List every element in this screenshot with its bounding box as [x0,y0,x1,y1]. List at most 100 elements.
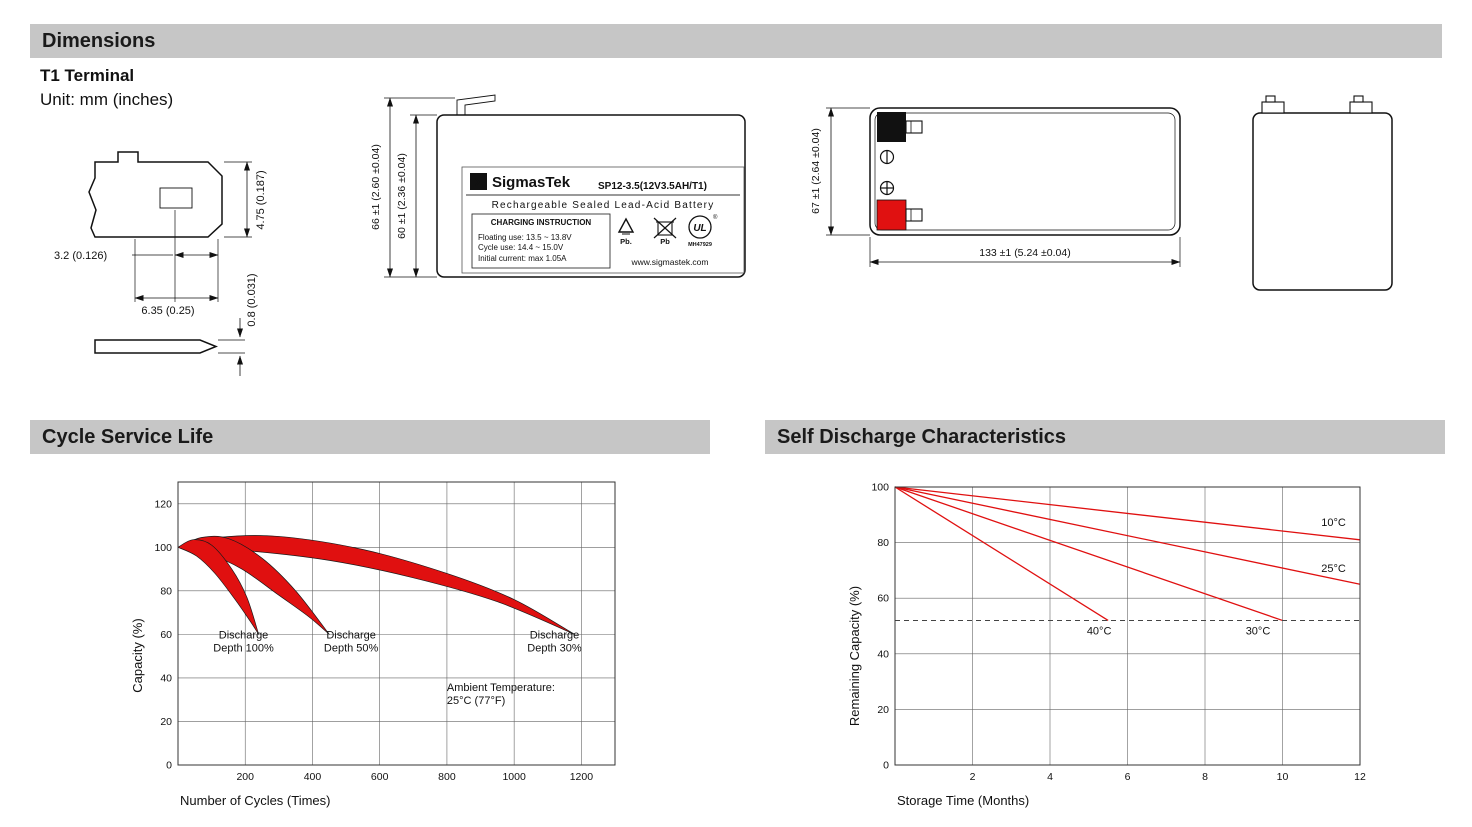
charging-line-1: Floating use: 13.5 ~ 13.8V [478,233,572,242]
chart-annotation: 25°C [1321,563,1346,575]
positive-terminal [876,199,907,231]
section-header-self-discharge: Self Discharge Characteristics [765,420,1445,454]
terminal-side-profile [88,151,223,238]
svg-text:10: 10 [1277,771,1289,783]
self-discharge-chart: 2 4 6 8 10 12 0 20 40 60 80 100 Storage Time (Months… [847,482,1366,809]
website: www.sigmastek.com [631,257,709,267]
negative-polarity-icon [879,149,895,165]
ul-letters: UL [693,223,706,234]
x-axis-label: Number of Cycles (Times) [180,793,330,808]
dim-terminal-thickness: 0.8 (0.031) [246,273,258,326]
line-40°C [894,486,1109,621]
svg-text:40: 40 [877,648,889,660]
svg-text:2: 2 [970,771,976,783]
ul-file-number: MH47929 [688,242,712,248]
section-header-cycle-service-life: Cycle Service Life [30,420,710,454]
svg-text:40: 40 [160,672,172,684]
chart-annotation: 10°C [1321,517,1346,529]
charging-line-2: Cycle use: 14.4 ~ 15.0V [478,243,564,252]
svg-text:120: 120 [154,498,172,510]
plot-border [177,481,616,766]
svg-text:0: 0 [166,760,172,772]
charging-line-3: Initial current: max 1.05A [478,254,567,263]
line-30°C [894,486,1283,622]
battery-case-top [869,107,1181,236]
dim-front-height-total: 66 ±1 (2.60 ±0.04) [370,144,382,230]
charging-title: CHARGING INSTRUCTION [491,218,592,227]
band-Discharge Depth 100% [177,539,260,635]
svg-text:600: 600 [371,771,389,783]
x-axis-label: Storage Time (Months) [897,793,1029,808]
negative-terminal [877,112,906,142]
battery-side-view [1252,95,1393,291]
svg-text:4: 4 [1047,771,1053,783]
tick-labels: 2 4 6 8 10 12 0 20 40 60 80 100 [871,482,1366,784]
dim-top-height: 67 ±1 (2.64 ±0.04) [810,128,822,214]
side-terminal-tab-2 [1349,95,1373,114]
svg-text:20: 20 [877,704,889,716]
battery-type: Rechargeable Sealed Lead-Acid Battery [492,200,715,211]
chart-annotation: Discharge Depth 100% [213,630,274,655]
svg-text:400: 400 [304,771,322,783]
ul-mark-icon: UL ® MH47929 [688,214,718,248]
model-number: SP12-3.5(12V3.5AH/T1) [598,181,707,192]
terminal-edge-view [94,339,218,354]
chart-annotation: 30°C [1246,625,1271,637]
y-axis-label: Capacity (%) [130,618,145,692]
pb-label-2: Pb [660,237,670,246]
brand-name: SigmasTek [492,174,571,191]
svg-text:8: 8 [1202,771,1208,783]
section-header-dimensions: Dimensions [30,24,1442,58]
svg-text:0: 0 [883,760,889,772]
chart-annotation: 40°C [1087,625,1112,637]
tick-labels: 200 400 600 800 1000 1200 0 20 40 60 80 100 120 [154,498,593,783]
recycle-icon [617,217,635,235]
section-title: Dimensions [42,29,156,52]
pb-label-1: Pb. [620,237,632,246]
ul-registered-mark: ® [713,214,718,221]
logo-glyph: Σ [475,175,483,190]
svg-text:100: 100 [871,482,889,494]
chart-annotation: Discharge Depth 50% [324,630,379,655]
dim-terminal-hole-offset: 3.2 (0.126) [54,250,107,262]
svg-text:100: 100 [154,542,172,554]
dim-terminal-width: 4.75 (0.187) [255,170,267,229]
crossed-bin-icon [653,217,677,239]
positive-terminal-tab [905,208,923,222]
svg-text:12: 12 [1354,771,1366,783]
dim-terminal-tip-length: 6.35 (0.25) [141,305,194,317]
t1-terminal-drawing: 4.75 (0.187) 3.2 (0.126) 6.35 (0.25) 0.8… [54,151,267,376]
charging-instruction-box [471,213,611,269]
cycle-service-life-chart: 200 400 600 800 1000 1200 0 20 40 60 80 100 120 Numbe… [130,481,616,808]
svg-text:1000: 1000 [502,771,526,783]
side-terminal-tab-1 [1261,95,1285,114]
t1-terminal-title: T1 Terminal [40,66,135,85]
dim-top-width: 133 ±1 (5.24 ±0.04) [979,247,1071,259]
chart-annotation: Ambient Temperature: 25°C (77°F) [447,682,555,707]
sigmastek-logo-icon [470,173,487,190]
svg-text:800: 800 [438,771,456,783]
svg-text:60: 60 [160,629,172,641]
section-title: Self Discharge Characteristics [777,425,1067,448]
svg-text:1200: 1200 [570,771,594,783]
section-title: Cycle Service Life [42,425,214,448]
svg-text:60: 60 [877,593,889,605]
battery-case-side [1252,112,1393,291]
y-axis-label: Remaining Capacity (%) [847,586,862,726]
line-25°C [894,486,1361,585]
svg-text:80: 80 [877,537,889,549]
chart-annotation: Discharge Depth 30% [527,630,582,655]
svg-text:6: 6 [1125,771,1131,783]
svg-text:20: 20 [160,716,172,728]
front-terminal-tab [456,94,496,115]
terminal-hole [159,187,193,209]
plot-border [894,486,1361,766]
case-inner-edge [874,112,1176,231]
negative-terminal-tab [905,120,923,134]
line-10°C [894,486,1361,541]
unit-note: Unit: mm (inches) [40,90,174,109]
svg-text:80: 80 [160,585,172,597]
battery-front-view: 66 ±1 (2.60 ±0.04) 60 ±1 (2.36 ±0.04) Σ … [370,94,746,278]
positive-polarity-icon [879,180,895,196]
battery-top-view: 67 ±1 (2.64 ±0.04) 133 ±1 (5.24 ±0.04) [810,107,1181,267]
